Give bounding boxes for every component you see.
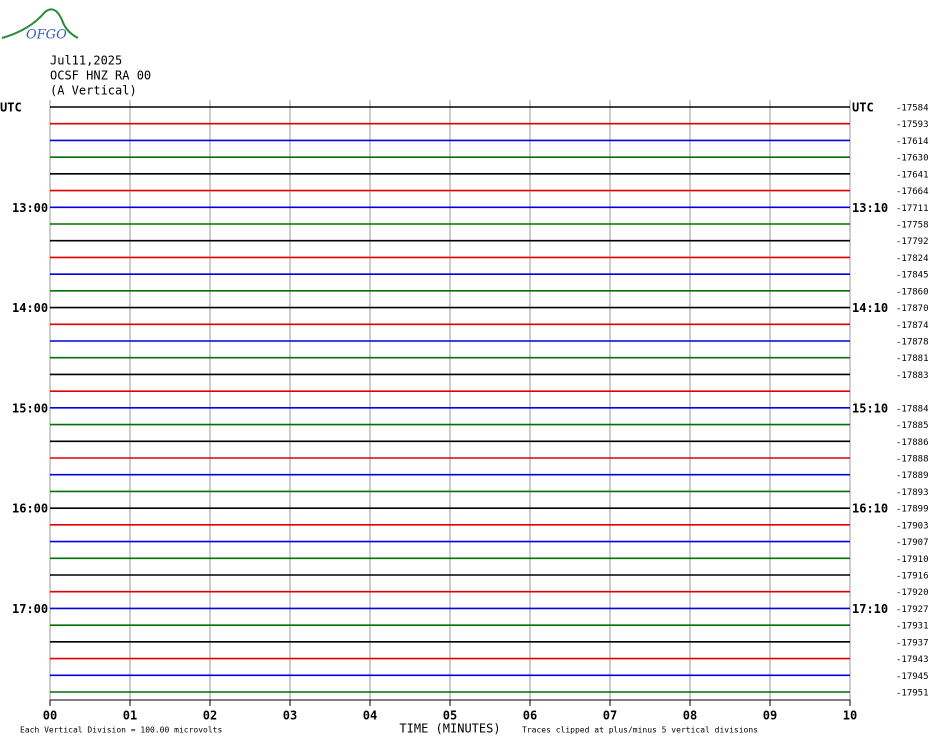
trace-offset: -17927 bbox=[896, 605, 929, 615]
x-tick-label: 04 bbox=[363, 709, 377, 723]
trace-offset: -17951 bbox=[896, 689, 929, 699]
trace-offset: -17614 bbox=[896, 137, 929, 147]
trace-offset: -17899 bbox=[896, 505, 929, 515]
trace-offset: -17889 bbox=[896, 471, 929, 481]
trace-offset: -17886 bbox=[896, 438, 929, 448]
station: OCSF HNZ RA 00 bbox=[50, 69, 151, 83]
logo: OFGO bbox=[1, 8, 79, 43]
trace-offset: -17943 bbox=[896, 655, 929, 665]
trace-offset: -17711 bbox=[896, 204, 929, 214]
trace-offset: -17593 bbox=[896, 120, 929, 130]
x-tick-label: 02 bbox=[203, 709, 217, 723]
trace-offset: -17584 bbox=[896, 104, 929, 114]
right-time-label: 14:10 bbox=[852, 301, 888, 315]
trace-offset: -17916 bbox=[896, 572, 929, 582]
trace-offset: -17937 bbox=[896, 638, 929, 648]
trace-offset: -17931 bbox=[896, 622, 929, 632]
right-time-label: 13:10 bbox=[852, 201, 888, 215]
x-tick-label: 05 bbox=[443, 709, 457, 723]
trace-offset: -17860 bbox=[896, 287, 929, 297]
right-time-label: 17:10 bbox=[852, 602, 888, 616]
x-tick-label: 01 bbox=[123, 709, 137, 723]
right-time-label: 15:10 bbox=[852, 401, 888, 415]
trace-offset: -17824 bbox=[896, 254, 929, 264]
right-time-label: 16:10 bbox=[852, 502, 888, 516]
x-tick-label: 09 bbox=[763, 709, 777, 723]
left-time-label: 15:00 bbox=[12, 401, 48, 415]
left-time-label: 17:00 bbox=[12, 602, 48, 616]
logo-curve bbox=[1, 8, 79, 39]
component: (A Vertical) bbox=[50, 84, 137, 98]
trace-offset: -17664 bbox=[896, 187, 929, 197]
trace-offset: -17903 bbox=[896, 521, 929, 531]
left-time-label: 13:00 bbox=[12, 201, 48, 215]
trace-offset: -17884 bbox=[896, 404, 929, 414]
footer-left: Each Vertical Division = 100.00 microvol… bbox=[20, 726, 222, 735]
trace-offset: -17758 bbox=[896, 221, 929, 231]
trace-offset: -17907 bbox=[896, 538, 929, 548]
trace-offset: -17870 bbox=[896, 304, 929, 314]
x-tick-label: 03 bbox=[283, 709, 297, 723]
x-tick-label: 10 bbox=[843, 709, 857, 723]
trace-offset: -17893 bbox=[896, 488, 929, 498]
trace-offset: -17792 bbox=[896, 237, 929, 247]
right-time-label: UTC bbox=[852, 101, 874, 115]
x-tick-label: 07 bbox=[603, 709, 617, 723]
x-axis-title: TIME (MINUTES) bbox=[399, 722, 500, 736]
left-time-label: 14:00 bbox=[12, 301, 48, 315]
trace-offset: -17920 bbox=[896, 588, 929, 598]
footer-right: Traces clipped at plus/minus 5 vertical … bbox=[522, 726, 758, 735]
trace-offset: -17630 bbox=[896, 154, 929, 164]
trace-offset: -17641 bbox=[896, 170, 929, 180]
trace-offset: -17878 bbox=[896, 338, 929, 348]
left-time-label: UTC bbox=[0, 101, 22, 115]
trace-offset: -17874 bbox=[896, 321, 929, 331]
trace-offset: -17888 bbox=[896, 455, 929, 465]
date: Jul11,2025 bbox=[50, 54, 122, 68]
trace-offset: -17845 bbox=[896, 271, 929, 281]
trace-offset: -17881 bbox=[896, 354, 929, 364]
x-tick-label: 08 bbox=[683, 709, 697, 723]
trace-offset: -17910 bbox=[896, 555, 929, 565]
left-time-label: 16:00 bbox=[12, 502, 48, 516]
trace-offset: -17885 bbox=[896, 421, 929, 431]
logo-text: OFGO bbox=[26, 28, 67, 43]
x-tick-label: 00 bbox=[43, 709, 57, 723]
trace-offset: -17883 bbox=[896, 371, 929, 381]
trace-offset: -17945 bbox=[896, 672, 929, 682]
x-tick-label: 06 bbox=[523, 709, 537, 723]
